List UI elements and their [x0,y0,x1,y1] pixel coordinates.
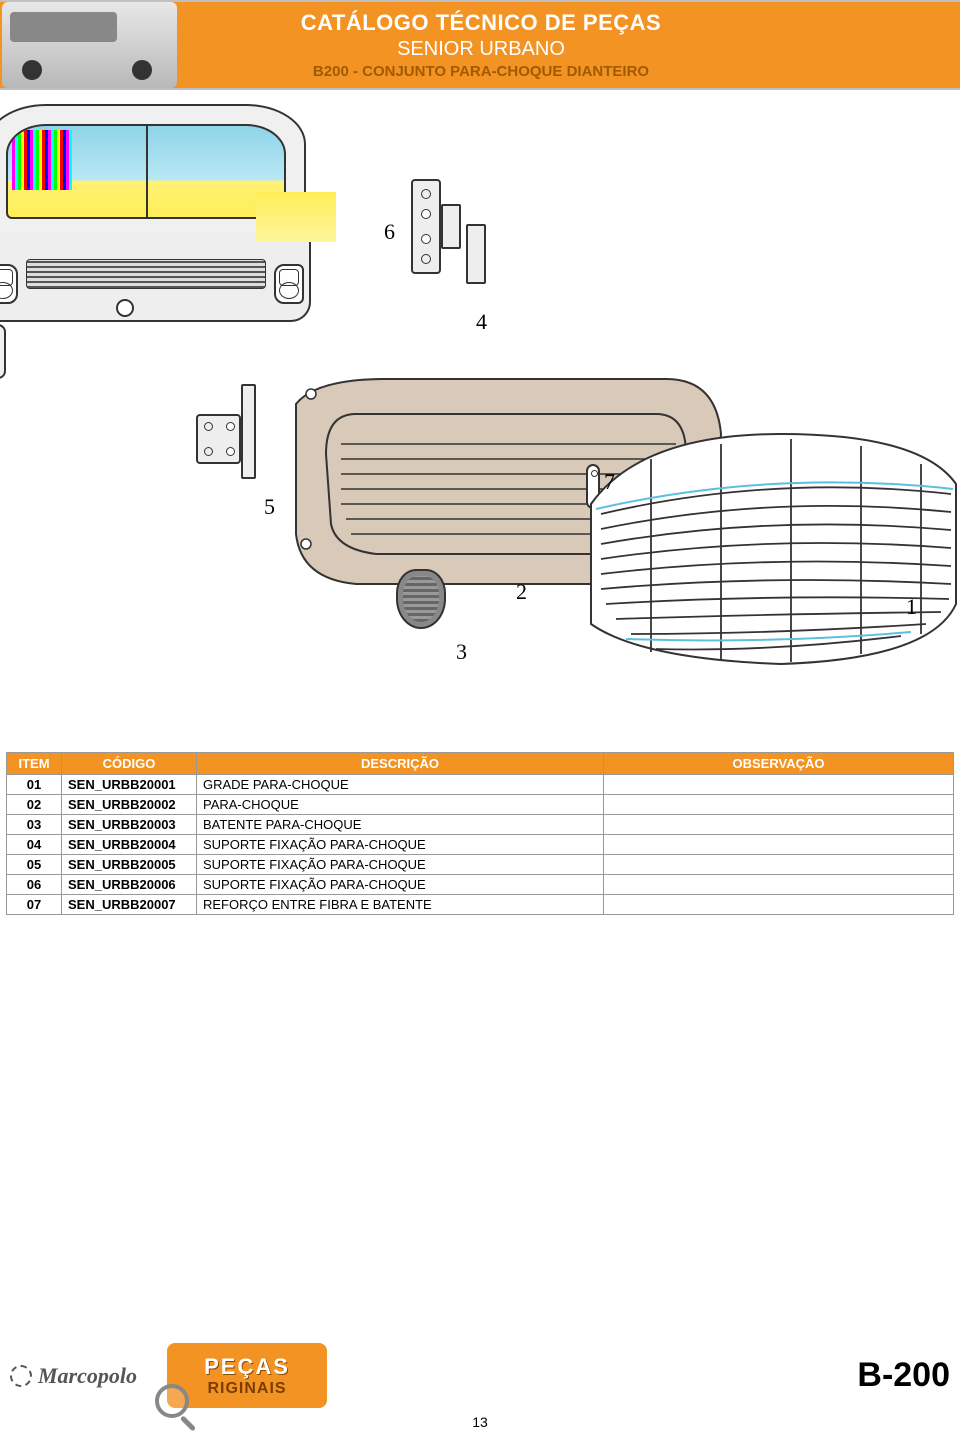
pecas-originais-logo: PEÇAS RIGINAIS [167,1343,327,1408]
cell-desc: SUPORTE FIXAÇÃO PARA-CHOQUE [197,875,604,895]
callout-4: 4 [476,309,487,335]
part-foglight [396,569,446,629]
cell-obs [604,855,954,875]
catalog-subtitle: SENIOR URBANO [177,38,785,61]
cell-obs [604,815,954,835]
cell-item: 02 [7,795,62,815]
cell-code: SEN_URBB20002 [62,795,197,815]
callout-6: 6 [384,219,395,245]
cell-desc: GRADE PARA-CHOQUE [197,775,604,795]
table-header-row: ITEM CÓDIGO DESCRIÇÃO OBSERVAÇÃO [7,753,954,775]
page-code: B-200 [857,1356,950,1395]
table-row: 06 SEN_URBB20006 SUPORTE FIXAÇÃO PARA-CH… [7,875,954,895]
part-bracket-5-rail [241,384,256,479]
cell-code: SEN_URBB20007 [62,895,197,915]
col-item: ITEM [7,753,62,775]
header-band: CATÁLOGO TÉCNICO DE PEÇAS SENIOR URBANO … [0,0,960,90]
pecas-line1: PEÇAS [204,1354,290,1380]
cell-obs [604,835,954,855]
cell-item: 01 [7,775,62,795]
cell-item: 06 [7,875,62,895]
cell-desc: SUPORTE FIXAÇÃO PARA-CHOQUE [197,835,604,855]
part-bracket-5 [196,414,241,464]
cell-desc: BATENTE PARA-CHOQUE [197,815,604,835]
cell-code: SEN_URBB20004 [62,835,197,855]
footer: Marcopolo PEÇAS RIGINAIS B-200 [10,1343,950,1408]
exploded-diagram: 6 4 5 2 3 7 1 [6,94,954,744]
cell-desc: PARA-CHOQUE [197,795,604,815]
cell-item: 03 [7,815,62,835]
table-row: 07 SEN_URBB20007 REFORÇO ENTRE FIBRA E B… [7,895,954,915]
table-row: 03 SEN_URBB20003 BATENTE PARA-CHOQUE [7,815,954,835]
catalog-section: B200 - CONJUNTO PARA-CHOQUE DIANTEIRO [177,63,785,80]
marcopolo-icon [10,1365,32,1387]
part-bracket-6-side [441,204,461,249]
cell-code: SEN_URBB20001 [62,775,197,795]
table-body: 01 SEN_URBB20001 GRADE PARA-CHOQUE 02 SE… [7,775,954,915]
cell-desc: REFORÇO ENTRE FIBRA E BATENTE [197,895,604,915]
callout-2: 2 [516,579,527,605]
cell-obs [604,775,954,795]
bus-front-illustration [0,104,326,384]
catalog-title: CATÁLOGO TÉCNICO DE PEÇAS [177,10,785,36]
cell-item: 04 [7,835,62,855]
col-code: CÓDIGO [62,753,197,775]
part-bracket-4 [466,224,486,284]
pecas-line2: RIGINAIS [207,1380,286,1398]
callout-3: 3 [456,639,467,665]
table-row: 02 SEN_URBB20002 PARA-CHOQUE [7,795,954,815]
cell-code: SEN_URBB20006 [62,875,197,895]
cell-obs [604,795,954,815]
table-row: 04 SEN_URBB20004 SUPORTE FIXAÇÃO PARA-CH… [7,835,954,855]
cell-item: 05 [7,855,62,875]
cell-obs [604,875,954,895]
magnify-icon [155,1384,189,1418]
col-desc: DESCRIÇÃO [197,753,604,775]
callout-7: 7 [604,469,615,495]
header-text: CATÁLOGO TÉCNICO DE PEÇAS SENIOR URBANO … [177,10,960,80]
bus-thumbnail [2,2,177,88]
cell-item: 07 [7,895,62,915]
cell-code: SEN_URBB20005 [62,855,197,875]
callout-5: 5 [264,494,275,520]
col-obs: OBSERVAÇÃO [604,753,954,775]
cell-code: SEN_URBB20003 [62,815,197,835]
parts-table: ITEM CÓDIGO DESCRIÇÃO OBSERVAÇÃO 01 SEN_… [6,752,954,915]
table-row: 01 SEN_URBB20001 GRADE PARA-CHOQUE [7,775,954,795]
page-number: 13 [472,1414,488,1430]
cell-obs [604,895,954,915]
part-grille [581,424,960,674]
marcopolo-logo: Marcopolo [10,1363,137,1389]
part-bracket-6 [411,179,441,274]
cell-desc: SUPORTE FIXAÇÃO PARA-CHOQUE [197,855,604,875]
marcopolo-text: Marcopolo [38,1363,137,1389]
callout-1: 1 [906,594,917,620]
table-row: 05 SEN_URBB20005 SUPORTE FIXAÇÃO PARA-CH… [7,855,954,875]
